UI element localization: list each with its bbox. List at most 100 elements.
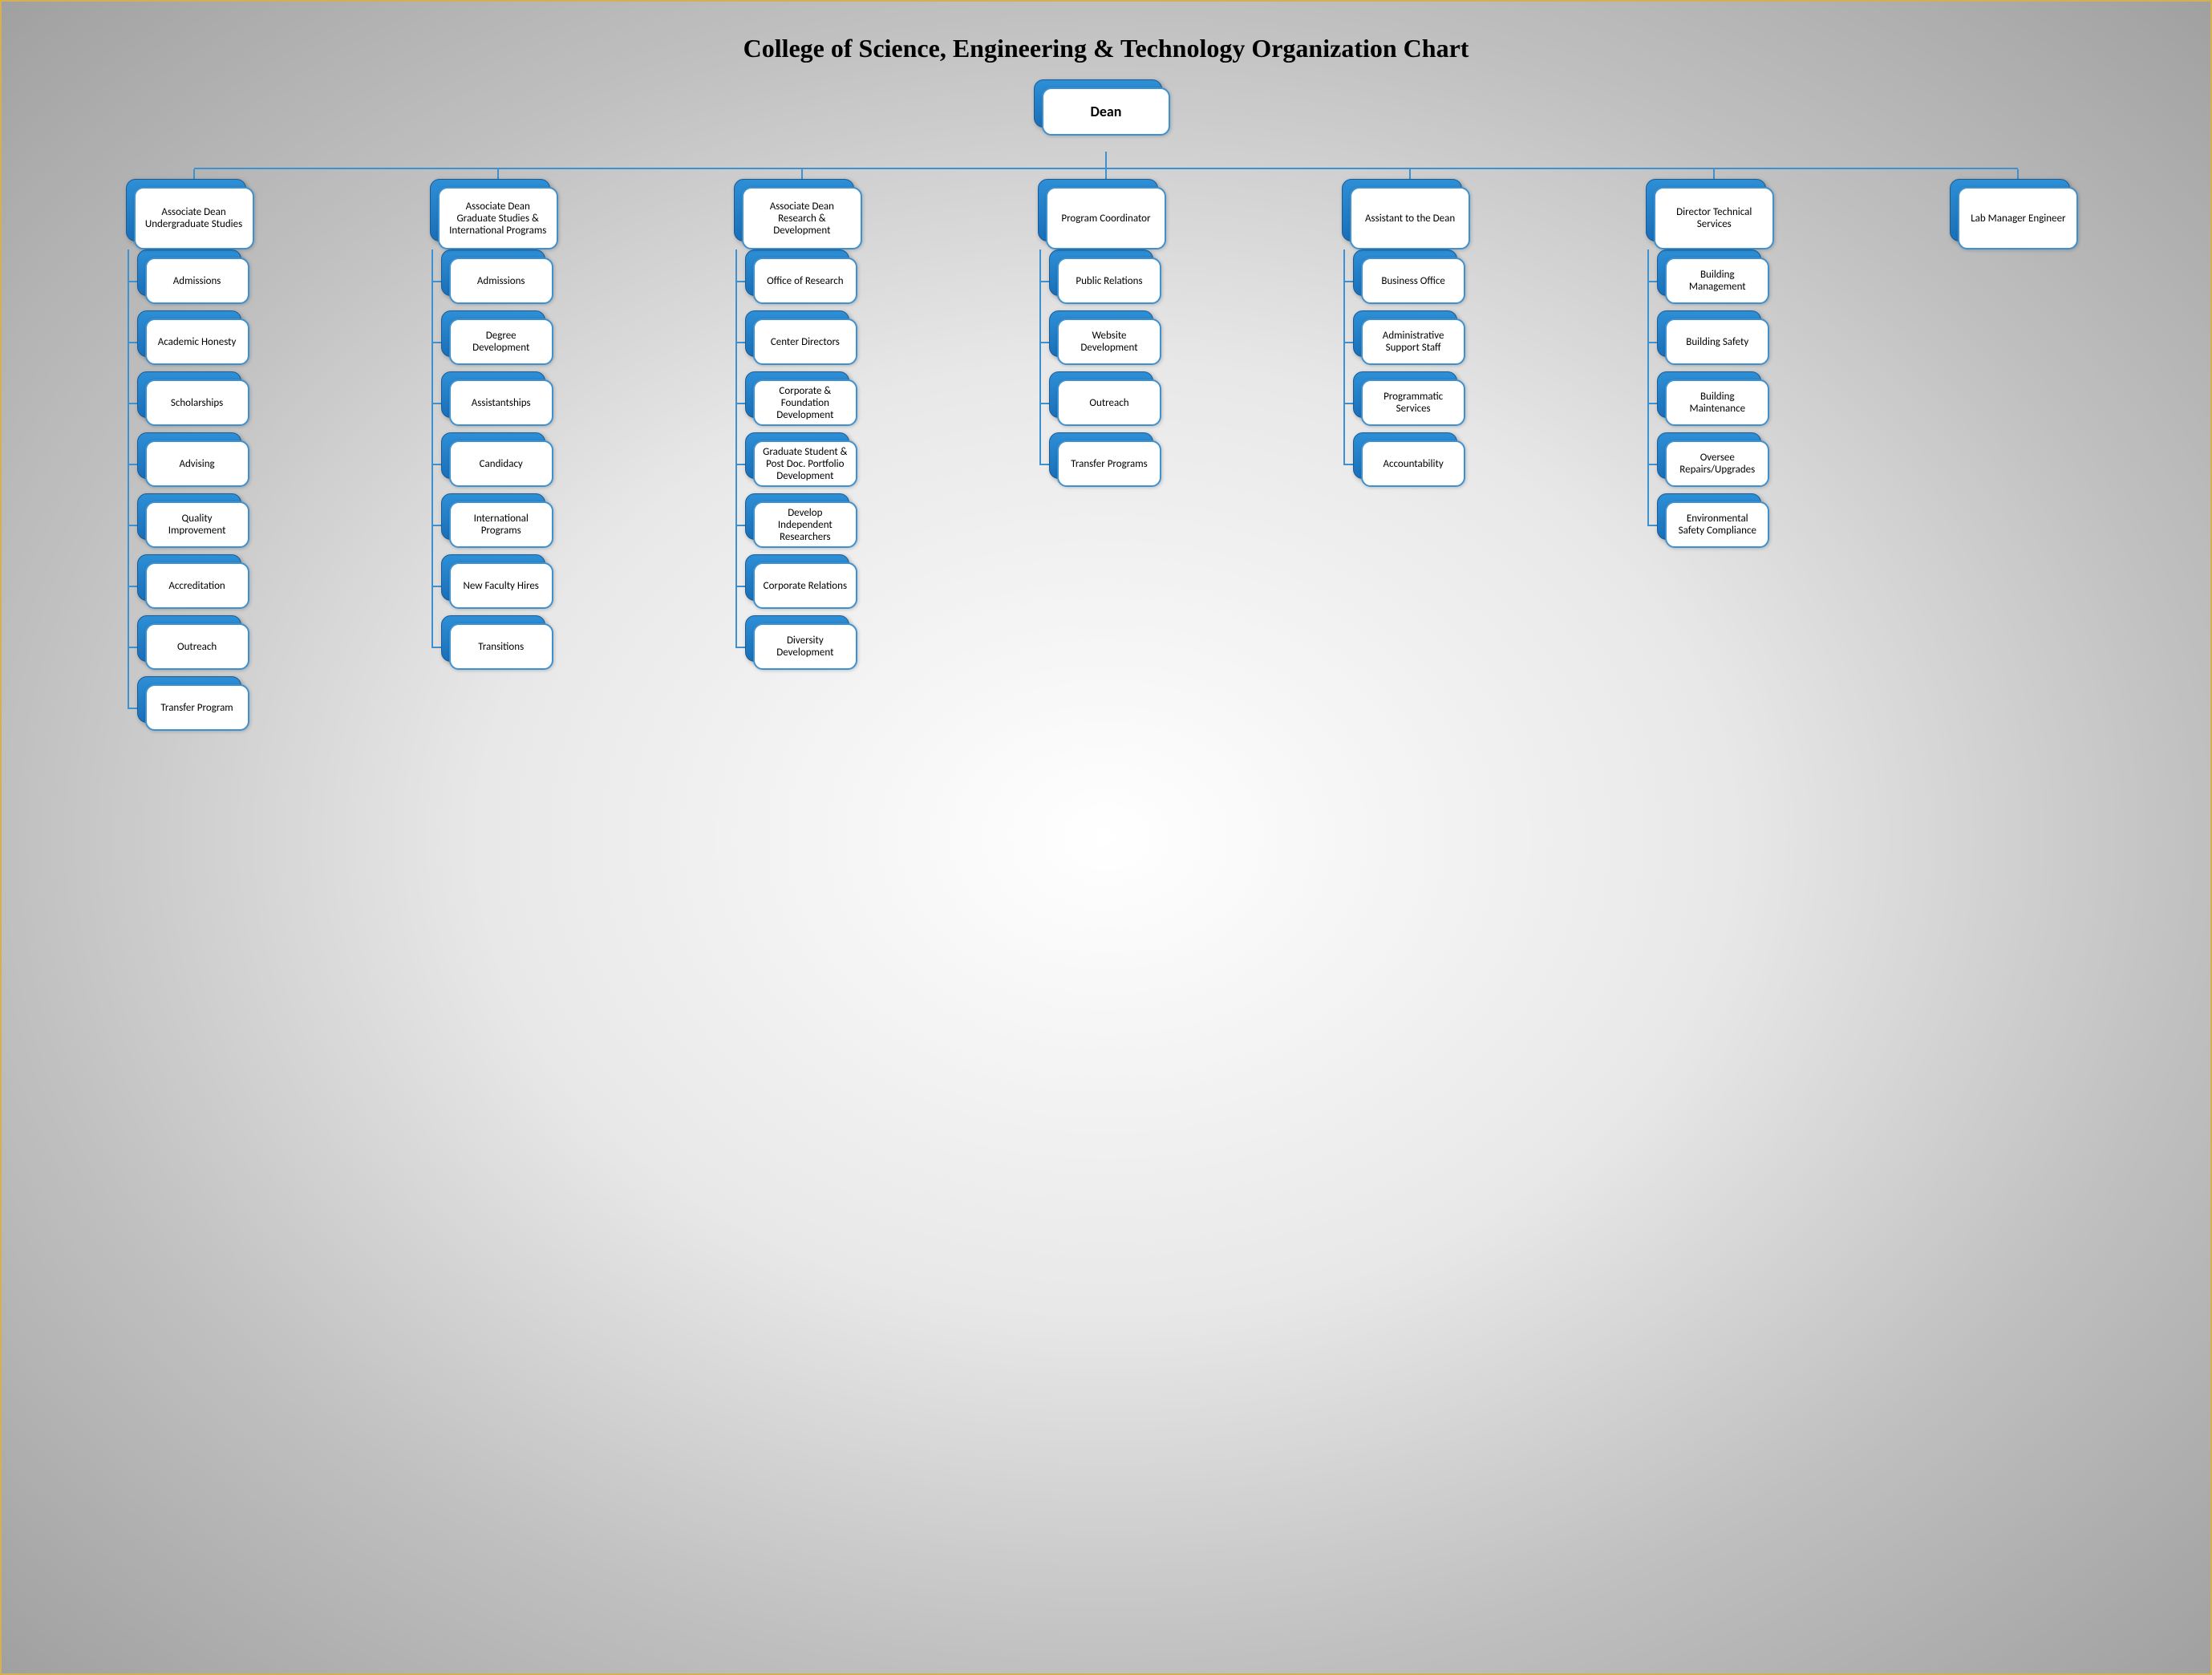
sub-item: Diversity Development xyxy=(753,623,857,670)
branches-row: Associate Dean Undergraduate Studies Admi… xyxy=(50,169,2162,745)
sub-node: Candidacy xyxy=(449,440,553,487)
sub-node: Transfer Programs xyxy=(1057,440,1161,487)
sub-item: Academic Honesty xyxy=(145,318,249,365)
connector-vertical xyxy=(1105,152,1107,168)
sub-node-label: Building Management xyxy=(1665,258,1769,304)
org-chart: Dean Associate Dean Undergraduate Studie… xyxy=(50,87,2162,745)
sub-item: Administrative Support Staff xyxy=(1361,318,1465,365)
sub-item: Website Development xyxy=(1057,318,1161,365)
sub-node: Environmental Safety Compliance xyxy=(1665,501,1769,548)
root-label: Dean xyxy=(1042,87,1170,136)
sub-item: Corporate Relations xyxy=(753,562,857,609)
chart-title: College of Science, Engineering & Techno… xyxy=(50,34,2162,63)
sub-node-label: Admissions xyxy=(145,258,249,304)
sub-node: Building Management xyxy=(1665,258,1769,304)
sub-node: Diversity Development xyxy=(753,623,857,670)
sub-node: Center Directors xyxy=(753,318,857,365)
sub-node-label: Administrative Support Staff xyxy=(1361,318,1465,365)
sub-node-label: Office of Research xyxy=(753,258,857,304)
sub-node: Graduate Student & Post Doc. Portfolio D… xyxy=(753,440,857,487)
sub-node-label: Center Directors xyxy=(753,318,857,365)
branch-head-label: Associate Dean Undergraduate Studies xyxy=(134,187,254,249)
sub-item: New Faculty Hires xyxy=(449,562,553,609)
sub-node-label: Transitions xyxy=(449,623,553,670)
sub-node: Office of Research xyxy=(753,258,857,304)
sub-node: Advising xyxy=(145,440,249,487)
sub-node: Scholarships xyxy=(145,379,249,426)
sub-node: Transitions xyxy=(449,623,553,670)
sub-node-label: Academic Honesty xyxy=(145,318,249,365)
sub-node: Accountability xyxy=(1361,440,1465,487)
sub-item: Building Safety xyxy=(1665,318,1769,365)
sub-item: Outreach xyxy=(1057,379,1161,426)
connector-vertical xyxy=(1647,249,1649,525)
sub-node-label: Programmatic Services xyxy=(1361,379,1465,426)
sub-item: Graduate Student & Post Doc. Portfolio D… xyxy=(753,440,857,487)
sub-node: Corporate Relations xyxy=(753,562,857,609)
sub-node-label: Admissions xyxy=(449,258,553,304)
sub-node-label: Advising xyxy=(145,440,249,487)
sub-node-label: International Programs xyxy=(449,501,553,548)
branch-head-node: Director Technical Services xyxy=(1654,187,1774,249)
sub-node: New Faculty Hires xyxy=(449,562,553,609)
sub-node-label: Public Relations xyxy=(1057,258,1161,304)
sub-node: Building Safety xyxy=(1665,318,1769,365)
sub-node-label: Building Safety xyxy=(1665,318,1769,365)
root-node: Dean xyxy=(1042,87,1170,136)
sub-node: Outreach xyxy=(1057,379,1161,426)
connector-vertical xyxy=(128,249,129,708)
sub-node-label: Outreach xyxy=(145,623,249,670)
sub-node-label: Transfer Programs xyxy=(1057,440,1161,487)
sub-item: Candidacy xyxy=(449,440,553,487)
branch-column: Associate Dean Undergraduate Studies Admi… xyxy=(50,169,338,745)
branch-head-node: Associate Dean Undergraduate Studies xyxy=(134,187,254,249)
sub-node: Quality Improvement xyxy=(145,501,249,548)
branch-head-node: Associate Dean Research & Development xyxy=(742,187,862,249)
sub-stack: Office of Research Center Directors Corpor… xyxy=(753,258,857,684)
sub-node-label: Degree Development xyxy=(449,318,553,365)
sub-item: Environmental Safety Compliance xyxy=(1665,501,1769,548)
sub-node: Programmatic Services xyxy=(1361,379,1465,426)
branch-head-label: Director Technical Services xyxy=(1654,187,1774,249)
branch-head-node: Program Coordinator xyxy=(1046,187,1166,249)
sub-node: Public Relations xyxy=(1057,258,1161,304)
sub-item: Accreditation xyxy=(145,562,249,609)
sub-node-label: Accountability xyxy=(1361,440,1465,487)
sub-item: Transfer Programs xyxy=(1057,440,1161,487)
sub-item: Transfer Program xyxy=(145,684,249,731)
branch-head-label: Associate Dean Graduate Studies & Intern… xyxy=(438,187,558,249)
sub-node-label: Graduate Student & Post Doc. Portfolio D… xyxy=(753,440,857,487)
branch-column: Director Technical Services Building Mana… xyxy=(1570,169,1858,745)
branch-head-label: Assistant to the Dean xyxy=(1350,187,1470,249)
sub-stack: Public Relations Website Development Outre… xyxy=(1057,258,1161,501)
sub-node-label: Candidacy xyxy=(449,440,553,487)
sub-node-label: Assistantships xyxy=(449,379,553,426)
sub-node: Degree Development xyxy=(449,318,553,365)
sub-node-label: Building Maintenance xyxy=(1665,379,1769,426)
sub-node: Admissions xyxy=(449,258,553,304)
sub-item: Building Maintenance xyxy=(1665,379,1769,426)
branch-column: Program Coordinator Public Relations Websi… xyxy=(962,169,1250,745)
branch-column: Associate Dean Research & Development Off… xyxy=(658,169,946,745)
sub-stack: Admissions Academic Honesty Scholarships Ad… xyxy=(145,258,249,745)
sub-node: Transfer Program xyxy=(145,684,249,731)
sub-stack: Business Office Administrative Support St… xyxy=(1361,258,1465,501)
sub-item: Building Management xyxy=(1665,258,1769,304)
sub-node: Academic Honesty xyxy=(145,318,249,365)
sub-item: Quality Improvement xyxy=(145,501,249,548)
sub-node-label: Business Office xyxy=(1361,258,1465,304)
sub-node: Business Office xyxy=(1361,258,1465,304)
sub-item: Public Relations xyxy=(1057,258,1161,304)
sub-node: Assistantships xyxy=(449,379,553,426)
branch-head-label: Lab Manager Engineer xyxy=(1958,187,2078,249)
sub-node: Outreach xyxy=(145,623,249,670)
branch-head-node: Lab Manager Engineer xyxy=(1958,187,2078,249)
sub-item: Office of Research xyxy=(753,258,857,304)
sub-item: Scholarships xyxy=(145,379,249,426)
sub-item: Programmatic Services xyxy=(1361,379,1465,426)
sub-item: Outreach xyxy=(145,623,249,670)
sub-node: Corporate & Foundation Development xyxy=(753,379,857,426)
sub-item: Transitions xyxy=(449,623,553,670)
branch-column: Associate Dean Graduate Studies & Intern… xyxy=(354,169,642,745)
sub-item: Corporate & Foundation Development xyxy=(753,379,857,426)
